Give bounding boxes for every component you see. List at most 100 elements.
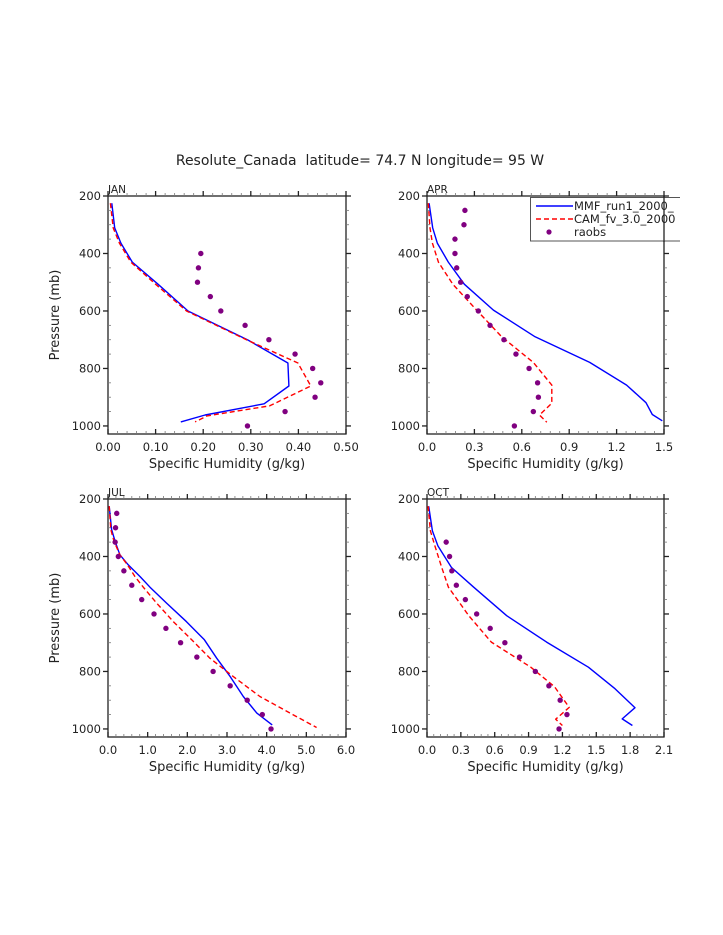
x-tick-label: 4.0 [258, 743, 276, 757]
raobs-point [227, 683, 233, 689]
x-tick-label: 0.50 [333, 440, 359, 454]
x-tick-label: 0.6 [513, 440, 531, 454]
plot-frame [426, 498, 665, 738]
x-tick-label: 0.3 [465, 440, 483, 454]
raobs-point [177, 640, 184, 646]
y-tick-label: 200 [79, 189, 101, 203]
legend-label-cam: CAM_fv_3.0_2000 [574, 212, 675, 226]
figure-title: Resolute_Canada latitude= 74.7 N longitu… [176, 153, 544, 169]
x-tick-label: 0.6 [486, 743, 504, 757]
series-cam-line [427, 506, 570, 727]
panels: JAN 0.00 0.10 0.20 0.30 0.40 0.50 200 400 600 800 1… [48, 184, 673, 775]
series-cam-line [109, 203, 312, 423]
raobs-point [452, 236, 458, 242]
panel-jan: JAN 0.00 0.10 0.20 0.30 0.40 0.50 200 400 600 800 1… [48, 184, 359, 472]
y-axis-label: Pressure (mb) [48, 270, 63, 361]
raobs-point [534, 380, 541, 386]
x-tick-label: 0.0 [99, 743, 117, 757]
raobs-point [309, 365, 316, 372]
y-tick-label: 800 [79, 664, 101, 678]
x-tick-label: 0.9 [560, 440, 578, 454]
raobs-point [282, 408, 288, 415]
x-tick-label: 1.5 [655, 440, 673, 454]
raobs-point [535, 394, 542, 400]
x-tick-label: 1.8 [621, 743, 639, 757]
x-axis-label: Specific Humidity (g/kg) [467, 760, 623, 775]
x-tick-label: 0.00 [95, 440, 121, 454]
raobs-point [532, 668, 539, 675]
raobs-point [475, 308, 482, 314]
panel-label-jan: JAN [107, 184, 126, 196]
raobs-point [452, 250, 458, 257]
x-axis-label: Specific Humidity (g/kg) [467, 457, 623, 472]
x-tick-label: 2.0 [178, 743, 196, 757]
legend-label-raobs: raobs [574, 225, 606, 239]
panel-label-jul: JUL [107, 487, 125, 499]
raobs-point [151, 611, 157, 617]
raobs-point [502, 640, 508, 646]
y-tick-label: 1000 [391, 419, 420, 433]
x-tick-label: 0.3 [452, 743, 470, 757]
y-tick-label: 200 [398, 189, 420, 203]
raobs-point [112, 525, 119, 531]
raobs-point [312, 394, 318, 400]
x-tick-label: 1.2 [553, 743, 571, 757]
raobs-point [464, 293, 470, 300]
raobs-point [163, 625, 169, 632]
panel-label-oct: OCT [427, 487, 450, 499]
raobs-point [511, 423, 518, 429]
raobs-point [195, 265, 202, 271]
raobs-point [526, 365, 532, 372]
plot-area [109, 203, 324, 429]
raobs-point [194, 654, 200, 660]
series-mmf-line [111, 203, 290, 423]
raobs-point [446, 553, 453, 560]
legend-marker-raobs [546, 229, 552, 235]
x-tick-label: 1.0 [139, 743, 157, 757]
series-mmf-line [428, 203, 663, 422]
plot-area [427, 203, 663, 429]
x-tick-label: 6.0 [337, 743, 355, 757]
x-tick-label: 0.0 [418, 440, 436, 454]
raobs-point [218, 308, 224, 314]
raobs-point [242, 322, 248, 329]
plot-area [427, 506, 636, 732]
raobs-point [112, 539, 118, 545]
x-axis-label: Specific Humidity (g/kg) [149, 760, 305, 775]
raobs-point [139, 596, 145, 603]
panel-jul: JUL 0.0 1.0 2.0 3.0 4.0 5.0 6.0 200 400 600 800 1000… [48, 487, 355, 775]
raobs-point [266, 337, 272, 343]
y-tick-label: 400 [79, 246, 101, 260]
series-raobs-markers [194, 250, 324, 429]
plot-frame [426, 195, 665, 435]
raobs-point [129, 582, 135, 588]
raobs-point [244, 697, 250, 703]
y-tick-label: 600 [79, 607, 101, 621]
y-tick-label: 200 [398, 492, 420, 506]
y-axis-label: Pressure (mb) [48, 573, 63, 664]
panel-oct: OCT 0.0 0.3 0.6 0.9 1.2 1.5 1.8 2.1 200 400 600 800 1… [391, 487, 673, 775]
x-tick-label: 0.10 [143, 440, 169, 454]
raobs-point [292, 351, 298, 357]
series-raobs-markers [443, 539, 570, 732]
x-tick-label: 0.9 [519, 743, 537, 757]
raobs-point [318, 380, 324, 386]
raobs-point [487, 625, 493, 632]
y-tick-label: 400 [79, 549, 101, 563]
y-tick-label: 400 [398, 246, 420, 260]
series-mmf-line [108, 506, 273, 726]
panel-label-apr: APR [427, 184, 448, 196]
raobs-point [121, 568, 127, 574]
raobs-point [473, 611, 480, 617]
series-cam-line [108, 506, 317, 729]
panel-apr: APR 0.0 0.3 0.6 0.9 1.2 1.5 200 400 600 800 1000 Spe… [391, 184, 673, 472]
y-tick-label: 1000 [391, 722, 420, 736]
y-tick-label: 800 [79, 361, 101, 375]
raobs-point [557, 697, 563, 703]
raobs-point [454, 265, 460, 271]
raobs-point [556, 726, 562, 732]
x-axis-label: Specific Humidity (g/kg) [149, 457, 305, 472]
y-tick-label: 600 [398, 304, 420, 318]
y-tick-label: 600 [398, 607, 420, 621]
raobs-point [268, 726, 274, 732]
